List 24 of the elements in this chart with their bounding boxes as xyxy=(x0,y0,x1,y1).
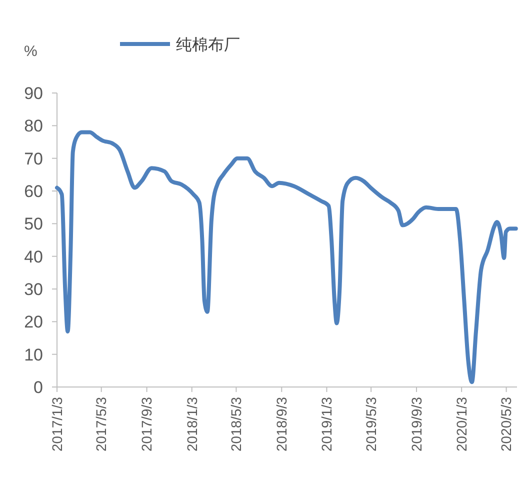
x-tick-label: 2019/9/3 xyxy=(408,396,424,452)
y-tick-label: 0 xyxy=(34,378,43,397)
x-tick-label: 2017/1/3 xyxy=(48,396,65,452)
y-tick-label: 90 xyxy=(24,84,43,103)
line-series xyxy=(55,130,518,384)
x-tick-label: 2020/5/3 xyxy=(498,396,514,452)
x-tick-label: 2017/5/3 xyxy=(93,396,110,452)
x-tick-label: 2018/5/3 xyxy=(228,396,244,452)
y-tick-label: 30 xyxy=(24,280,43,299)
x-tick-label: 2019/5/3 xyxy=(362,396,379,452)
x-tick-label: 2018/9/3 xyxy=(274,396,290,452)
x-tick-label: 2019/1/3 xyxy=(318,396,335,452)
y-tick-label: 50 xyxy=(24,214,43,234)
y-tick-label: 80 xyxy=(24,116,43,136)
y-axis-title: % xyxy=(24,43,38,60)
y-tick-label: 70 xyxy=(24,149,43,168)
y-tick-label: 40 xyxy=(24,247,43,266)
y-tick-label: 10 xyxy=(24,345,43,364)
x-tick-label: 2018/1/3 xyxy=(184,396,200,452)
y-tick-label: 60 xyxy=(24,182,43,201)
y-tick-label: 20 xyxy=(24,312,43,332)
x-tick-label: 2020/1/3 xyxy=(453,396,470,452)
x-tick-label: 2017/9/3 xyxy=(138,396,155,452)
legend-label: 纯棉布厂 xyxy=(176,36,240,54)
